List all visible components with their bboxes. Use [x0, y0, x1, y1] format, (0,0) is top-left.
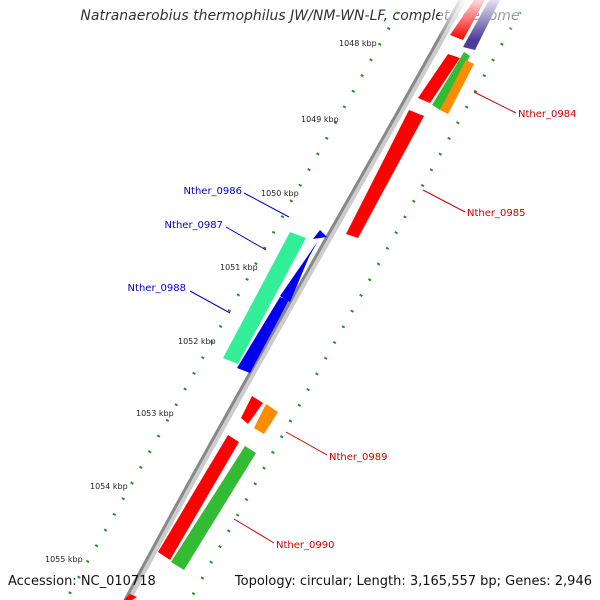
gene-label-nther-0990[interactable]: Nther_0990	[276, 540, 334, 551]
tick-label: 1054 kbp	[90, 482, 128, 491]
accession-text: Accession: NC_010718	[8, 574, 156, 589]
bottom-red-feature[interactable]	[124, 594, 137, 600]
outer-ruler-track	[64, 11, 400, 600]
gene-label-nther-0985[interactable]: Nther_0985	[467, 208, 525, 219]
Nther_0989-red-feature[interactable]	[241, 396, 263, 424]
Nther_0984-orange-feature[interactable]	[440, 60, 474, 114]
tick-labels: 1048 kbp 1049 kbp 1050 kbp 1051 kbp 1052…	[45, 39, 377, 564]
tick-label: 1051 kbp	[220, 263, 258, 272]
reverse-features	[124, 0, 520, 600]
Nther_0987-feature[interactable]	[280, 241, 318, 302]
tick-label: 1055 kbp	[45, 555, 83, 564]
forward-features	[223, 230, 327, 373]
Nther_0986-feature[interactable]	[313, 230, 327, 239]
label-leaders	[189, 91, 517, 544]
genome-backbone	[123, 0, 462, 600]
tick-label: 1048 kbp	[339, 39, 377, 48]
Nther_0984-green-feature[interactable]	[432, 52, 470, 110]
gene-labels: Nther_0984 Nther_0985 Nther_0986 Nther_0…	[128, 109, 577, 551]
inner-ruler-track	[188, 11, 522, 600]
Nther_0990-red-feature[interactable]	[158, 435, 239, 560]
topology-text: Topology: circular; Length: 3,165,557 bp…	[234, 574, 592, 589]
gene-label-nther-0988[interactable]: Nther_0988	[128, 283, 186, 294]
gene-label-nther-0989[interactable]: Nther_0989	[329, 452, 387, 463]
gene-label-nther-0986[interactable]: Nther_0986	[184, 186, 242, 197]
map-title: Natranaerobius thermophilus JW/NM-WN-LF,…	[80, 8, 520, 24]
Nther_0990-green-feature[interactable]	[171, 446, 256, 570]
gene-label-nther-0984[interactable]: Nther_0984	[518, 109, 576, 120]
tick-label: 1053 kbp	[136, 409, 174, 418]
Nther_0988-feature[interactable]	[237, 297, 289, 373]
tick-label: 1049 kbp	[301, 115, 339, 124]
Nther_0984-red-feature[interactable]	[418, 54, 460, 103]
Nther_0985-feature[interactable]	[346, 110, 424, 238]
tick-label: 1052 kbp	[178, 337, 216, 346]
tick-label: 1050 kbp	[261, 189, 299, 198]
Nther_0988-teal-feature[interactable]	[223, 232, 306, 364]
Nther_0989-orange-feature[interactable]	[254, 404, 278, 434]
backbone-shadow	[125, 0, 466, 600]
gene-label-nther-0987[interactable]: Nther_0987	[165, 220, 223, 231]
